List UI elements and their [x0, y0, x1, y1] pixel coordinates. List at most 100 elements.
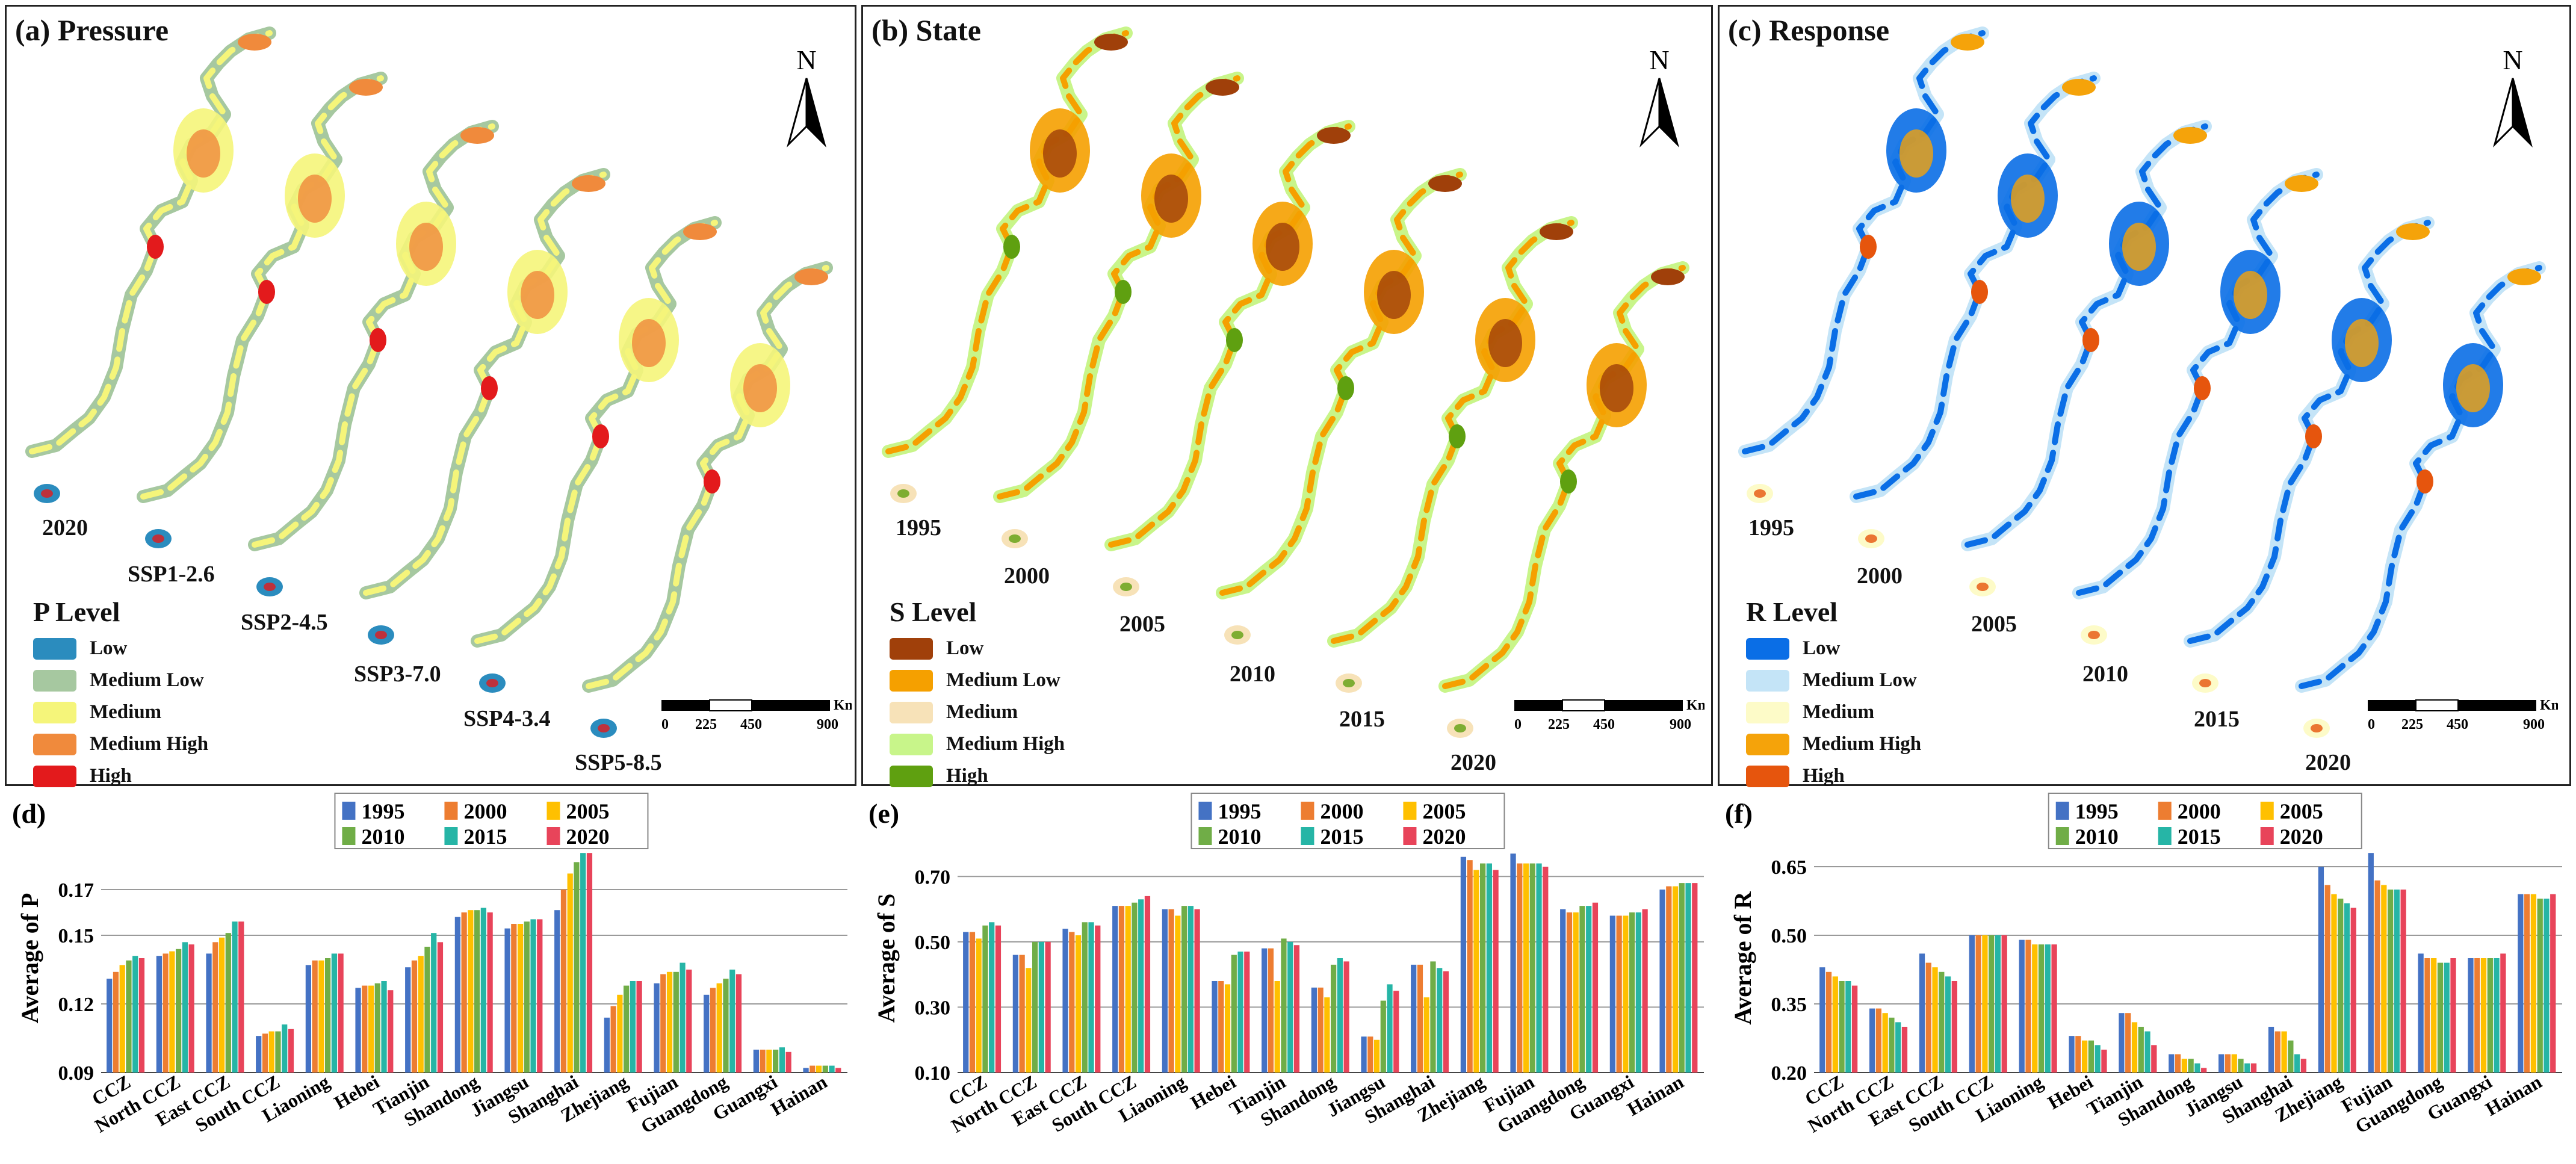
x-tick-label: Hainan [767, 1071, 831, 1120]
bar-shanghai-2015 [1437, 968, 1443, 1073]
bar-jiangsu-1995 [2218, 1054, 2225, 1073]
scale-unit: Km [2540, 698, 2558, 713]
bar-shanghai-2005 [1423, 997, 1429, 1073]
y-tick-label: 0.20 [1771, 1062, 1807, 1085]
bar-north-ccz-1995 [1012, 955, 1019, 1073]
y-tick-label: 0.50 [915, 932, 951, 954]
bar-fujian-2000 [1517, 863, 1523, 1073]
bar-shandong-1995 [454, 917, 461, 1073]
y-axis-label: Average of S [873, 894, 900, 1023]
bar-north-ccz-2020 [1045, 941, 1051, 1073]
scale-tick: 225 [1548, 717, 1570, 732]
bar-jiangsu-2010 [2238, 1059, 2244, 1073]
bar-hainan-2005 [816, 1065, 822, 1073]
bar-liaoning-2015 [2045, 944, 2051, 1073]
legend-swatch [890, 701, 933, 723]
bar-guangxi-2015 [779, 1047, 785, 1073]
bar-east-ccz-2020 [238, 921, 244, 1073]
bar-hebei-2015 [2095, 1045, 2101, 1073]
bar-jiangsu-2020 [1393, 991, 1399, 1073]
legend-label: Medium High [946, 733, 1065, 755]
bar-guangxi-2005 [1623, 915, 1629, 1073]
legend-item-medium: Medium [33, 696, 208, 728]
bar-zhejiang-2005 [1473, 870, 1479, 1073]
bar-fujian-2020 [686, 970, 692, 1073]
bar-liaoning-2020 [1194, 909, 1200, 1073]
bar-jiangsu-2015 [530, 919, 536, 1073]
legend-label: 1995 [361, 799, 404, 823]
bar-ccz-2010 [982, 925, 988, 1073]
bar-zhejiang-2020 [636, 981, 642, 1073]
bar-shanghai-2010 [574, 862, 580, 1073]
bar-tianjin-1995 [1262, 948, 1268, 1073]
bar-jiangsu-2005 [517, 924, 524, 1073]
scale-tick: 450 [740, 717, 762, 732]
bar-tianjin-2005 [1274, 981, 1280, 1073]
bar-fujian-2015 [2394, 890, 2400, 1073]
bar-south-ccz-2005 [1982, 935, 1988, 1073]
bar-zhejiang-2000 [610, 1006, 616, 1073]
legend-swatch [890, 637, 933, 660]
bar-shandong-2015 [1337, 958, 1343, 1073]
bar-shandong-2020 [1343, 961, 1349, 1073]
bar-guangdong-2010 [2437, 962, 2444, 1073]
legend-label: High [946, 765, 988, 787]
bar-shanghai-2005 [2281, 1031, 2287, 1073]
bar-fujian-2020 [1543, 867, 1549, 1073]
bar-east-ccz-2000 [212, 942, 218, 1073]
scale-tick: 900 [817, 717, 838, 732]
bar-south-ccz-2010 [1989, 935, 1995, 1073]
bar-south-ccz-2020 [2001, 935, 2007, 1073]
bar-north-ccz-2015 [182, 942, 188, 1073]
bar-zhejiang-2000 [1467, 860, 1473, 1073]
bar-guangdong-2005 [1573, 912, 1579, 1073]
legend-swatch [1301, 802, 1314, 820]
bar-shandong-2000 [1317, 987, 1324, 1073]
legend-label: 2005 [2280, 799, 2323, 823]
bar-north-ccz-1995 [156, 956, 163, 1073]
map-label: 2020 [2305, 750, 2351, 775]
map-label: SSP4-3.4 [463, 706, 551, 731]
bar-shandong-2020 [487, 912, 493, 1073]
bar-shanghai-1995 [1411, 964, 1417, 1073]
chart-legend [2048, 793, 2362, 849]
bar-south-ccz-2010 [1132, 902, 1138, 1073]
bar-hainan-2020 [2550, 894, 2556, 1073]
bar-hainan-2010 [1679, 883, 1685, 1073]
legend-label: Medium Low [90, 669, 204, 691]
bar-south-ccz-2020 [288, 1029, 294, 1073]
bar-liaoning-2000 [312, 960, 318, 1073]
bar-liaoning-2015 [331, 953, 337, 1073]
legend-swatch [342, 827, 356, 845]
bar-north-ccz-2005 [169, 951, 175, 1073]
bar-guangxi-2020 [785, 1051, 791, 1073]
bar-ccz-2010 [126, 960, 132, 1073]
bar-zhejiang-2015 [2344, 903, 2350, 1073]
bar-fujian-2010 [2387, 890, 2394, 1073]
legend-swatch [33, 669, 76, 692]
bar-jiangsu-2020 [537, 919, 543, 1073]
bar-zhejiang-1995 [604, 1017, 610, 1073]
legend-swatch [2260, 802, 2274, 820]
bar-hainan-1995 [2518, 894, 2524, 1073]
north-label: N [796, 45, 816, 75]
map-label: 2020 [42, 515, 88, 540]
legend-swatch [444, 802, 458, 820]
bar-tianjin-2015 [2144, 1031, 2150, 1073]
legend-label: 2000 [1320, 799, 1363, 823]
legend-item-low: Low [890, 633, 1065, 664]
bar-east-ccz-2005 [1075, 935, 1082, 1073]
scale-tick: 450 [2447, 717, 2468, 732]
north-label: N [2503, 45, 2522, 75]
bar-guangdong-2015 [2444, 962, 2450, 1073]
bar-shanghai-2020 [2300, 1059, 2307, 1073]
legend-swatch [1746, 669, 1789, 692]
map-label: 1995 [896, 515, 941, 540]
legend-label: Medium Low [946, 669, 1060, 691]
bar-shandong-2005 [468, 910, 474, 1073]
legend-swatch [1301, 827, 1314, 845]
legend-swatch [546, 827, 560, 845]
bar-hainan-2000 [810, 1065, 816, 1073]
legend-swatch [342, 802, 356, 820]
bar-shanghai-2020 [1443, 971, 1449, 1073]
